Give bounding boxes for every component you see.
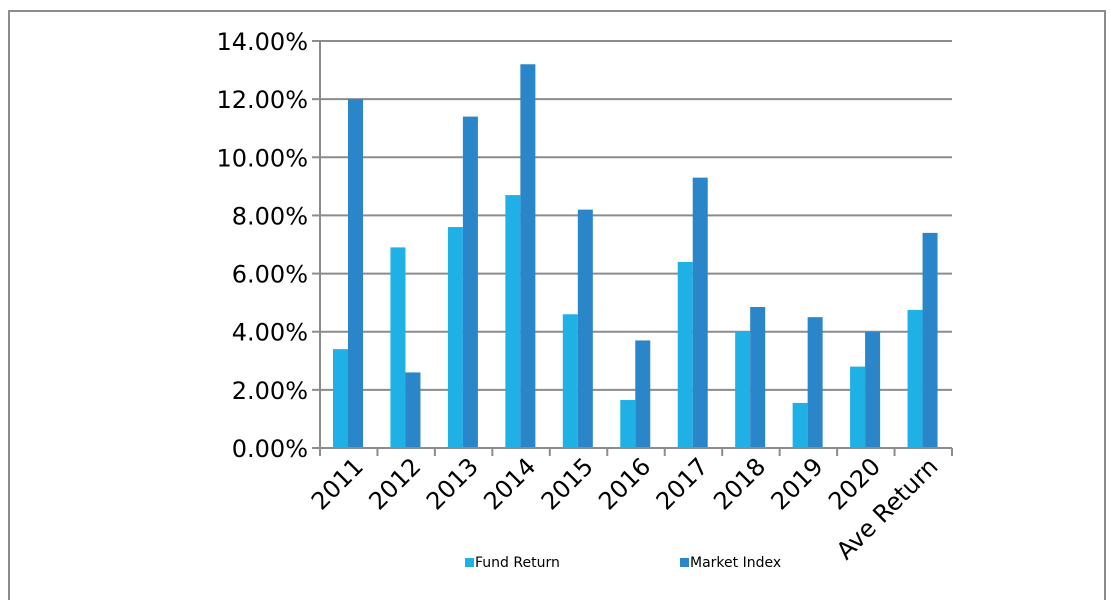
bar-market-index (405, 372, 421, 448)
gridlines (320, 40, 952, 391)
y-tick-label: 4.00% (232, 319, 308, 347)
y-tick-label: 6.00% (232, 261, 308, 289)
x-category-label: 2013 (421, 452, 484, 515)
legend-label: Fund Return (475, 555, 560, 571)
y-tick-label: 2.00% (232, 377, 308, 405)
x-category-label: 2014 (478, 452, 541, 515)
bar-market-index (865, 331, 881, 448)
x-category-label: 2018 (708, 452, 771, 515)
legend-swatch (680, 558, 689, 567)
x-category-label: 2015 (536, 452, 599, 515)
bar-market-index (348, 99, 363, 449)
bar-market-index (635, 340, 651, 448)
bar-market-index (922, 232, 938, 448)
y-tick-labels: 0.00% 2.00% 4.00% 6.00% 8.00% 10.00% 12.00% 14.… (216, 28, 308, 463)
y-tick-label: 12.00% (216, 86, 308, 114)
x-category-label: 2016 (593, 452, 656, 515)
bar-fund-return (447, 227, 463, 448)
y-tick-label: 8.00% (232, 202, 308, 230)
bar-fund-return (677, 261, 693, 448)
bar-fund-return (620, 400, 636, 448)
x-category-label: 2017 (651, 452, 714, 515)
axes (312, 40, 953, 456)
bar-market-index (520, 64, 536, 448)
x-category-label: 2011 (306, 452, 369, 515)
legend: Fund Return Market Index (465, 555, 781, 571)
legend-swatch (465, 558, 474, 567)
bar-fund-return (333, 349, 348, 448)
bar-market-index (462, 116, 478, 448)
bar-market-index (750, 307, 766, 448)
bar-fund-return (562, 314, 578, 448)
y-tick-label: 14.00% (216, 28, 308, 56)
y-tick-label: 0.00% (232, 435, 308, 463)
bar-market-index (807, 317, 823, 448)
bar-market-index (692, 177, 708, 448)
bars (333, 64, 938, 449)
bar-fund-return (850, 366, 866, 448)
bar-fund-return (505, 195, 521, 448)
x-category-label: 2012 (363, 452, 426, 515)
bar-fund-return (907, 309, 923, 448)
bar-fund-return (792, 402, 808, 448)
bar-market-index (577, 209, 593, 448)
bar-fund-return (735, 331, 751, 448)
bar-fund-return (390, 247, 406, 448)
legend-label: Market Index (690, 555, 781, 571)
y-tick-label: 10.00% (216, 144, 308, 172)
x-category-label: 2019 (766, 452, 829, 515)
x-category-labels: 2011201220132014201520162017201820192020… (306, 452, 944, 565)
